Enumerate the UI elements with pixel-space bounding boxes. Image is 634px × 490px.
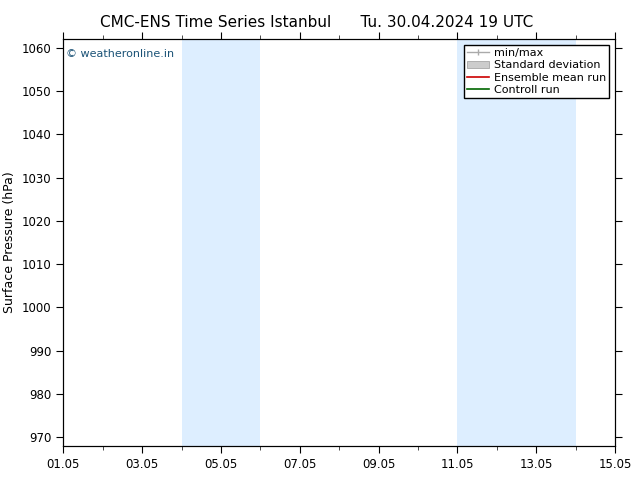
- Bar: [181, 39, 261, 446]
- Legend: min/max, Standard deviation, Ensemble mean run, Controll run: min/max, Standard deviation, Ensemble me…: [464, 45, 609, 98]
- Bar: [457, 39, 576, 446]
- Text: © weatheronline.in: © weatheronline.in: [66, 49, 174, 59]
- Text: CMC-ENS Time Series Istanbul      Tu. 30.04.2024 19 UTC: CMC-ENS Time Series Istanbul Tu. 30.04.2…: [100, 15, 534, 30]
- Y-axis label: Surface Pressure (hPa): Surface Pressure (hPa): [3, 172, 16, 314]
